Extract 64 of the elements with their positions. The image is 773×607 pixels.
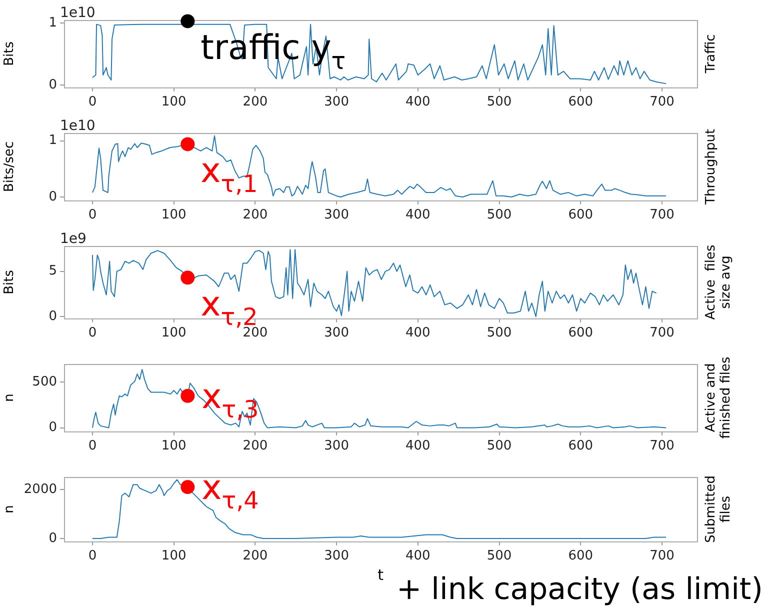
annotation: 1e10 [60,118,96,134]
x-tick-label: 300 [324,438,349,454]
x-tick-label: 400 [406,548,430,564]
x-tick-label: 0 [88,548,97,564]
x-tick-label: 0 [88,326,97,341]
x-tick-label: 300 [324,94,349,110]
y-axis-title: Bits [2,270,18,294]
x-axis-title: t [378,566,384,584]
x-tick-label: 100 [161,326,186,341]
y-tick-label: 0 [48,530,57,546]
text: + link capacity (as limit) [396,572,763,607]
x-tick-label: 400 [406,438,430,454]
x-tick-label: 200 [242,94,268,110]
x-tick-label: 200 [242,208,268,223]
x-tick-label: 200 [242,548,268,564]
x-tick-label: 100 [161,94,186,110]
y-tick-label: 2000 [24,482,57,497]
x-tick-label: 100 [161,548,186,564]
x-tick-label: 600 [568,326,594,341]
x-tick-label: 300 [324,208,349,223]
y-tick-label: 0 [48,308,57,324]
x-tick-label: 500 [486,548,512,564]
x-tick-label: 600 [568,548,594,564]
y-axis-title: Bits [2,41,18,66]
x-tick-label: 0 [88,94,97,110]
x-tick-label: 500 [486,94,512,110]
y2-axis-title: Submitted files [703,475,734,543]
y-tick-label: 5 [48,264,57,279]
x-tick-label: 200 [242,438,268,454]
x-tick-label: 300 [324,326,349,341]
y-axis-title: n [2,394,18,402]
y-tick-label: 1 [48,133,57,148]
x-tick-label: 700 [650,208,674,223]
annotation: 1e10 [60,5,96,21]
x-tick-label: 100 [161,208,186,223]
y2-axis-title: Active and finished files [703,356,734,439]
y2-axis-title: Traffic [703,34,718,74]
x-tick-label: 500 [486,208,512,223]
y2-axis-title: Active files size avg [703,244,734,320]
x-tick-label: 400 [406,326,430,341]
x-tick-label: 700 [650,438,674,454]
x-tick-label: 400 [406,208,430,223]
y2-axis-title: Throughput [703,128,718,206]
x-tick-label: 600 [568,208,594,223]
annotation: 1e9 [60,231,86,247]
x-tick-label: 600 [568,94,594,110]
y-tick-label: 0 [48,77,57,92]
x-tick-label: 700 [650,94,674,110]
x-tick-label: 600 [568,438,594,454]
y-axis-title: n [2,505,18,514]
y-tick-label: 500 [32,374,57,390]
x-tick-label: 500 [486,326,512,341]
y-tick-label: 0 [48,420,57,436]
x-tick-label: 500 [486,438,512,454]
x-tick-label: 300 [324,548,349,564]
x-tick-label: 700 [650,548,674,564]
x-tick-label: 400 [406,94,430,110]
y-tick-label: 1 [48,15,57,30]
x-tick-label: 0 [88,438,97,454]
x-tick-label: 700 [650,326,674,341]
x-tick-label: 100 [161,438,186,454]
y-tick-label: 0 [48,189,57,204]
x-tick-label: 0 [88,208,97,223]
y-axis-title: Bits/sec [2,141,18,192]
